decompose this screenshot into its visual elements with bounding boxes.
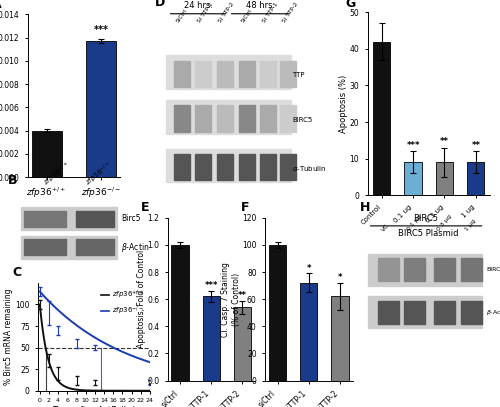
Bar (21, 236, 117, 259)
Bar (196, 61, 212, 87)
Text: Si TTP-1: Si TTP-1 (262, 1, 279, 23)
Bar (404, 258, 425, 281)
Bar (216, 154, 232, 180)
Bar (239, 61, 255, 87)
Bar (404, 162, 421, 195)
Text: E: E (142, 201, 150, 214)
Text: G: G (346, 0, 356, 10)
Bar (234, 307, 251, 381)
Text: Si TTP-1: Si TTP-1 (197, 1, 214, 23)
Text: D: D (154, 0, 164, 9)
Text: 1 μg: 1 μg (464, 219, 476, 232)
Text: $zfp36^{+/+}$: $zfp36^{+/+}$ (41, 159, 73, 189)
Bar (378, 258, 399, 281)
Text: Si TTP-2: Si TTP-2 (282, 1, 299, 23)
Bar (174, 61, 190, 87)
Text: A: A (0, 0, 2, 11)
X-axis label: Time after ActD (hr): Time after ActD (hr) (52, 406, 136, 407)
Text: **: ** (440, 137, 449, 146)
Text: $\beta$-Actin: $\beta$-Actin (486, 308, 500, 317)
Text: Si TTP-2: Si TTP-2 (218, 1, 236, 23)
Bar (461, 258, 482, 281)
Bar (196, 105, 212, 132)
Bar (216, 61, 232, 87)
Text: *: * (338, 273, 342, 282)
Text: VC: VC (380, 223, 390, 232)
Bar (239, 154, 255, 180)
Text: SiCtrl: SiCtrl (176, 7, 188, 23)
Bar (434, 258, 454, 281)
Text: BIRC5: BIRC5 (486, 267, 500, 272)
Bar (434, 301, 454, 324)
Bar (260, 61, 276, 87)
Bar (76, 239, 114, 255)
Bar (378, 301, 399, 324)
Bar (166, 149, 291, 182)
Text: B: B (8, 174, 18, 187)
Bar (467, 162, 484, 195)
Text: **: ** (238, 291, 247, 300)
Text: $\beta$-Actin: $\beta$-Actin (121, 241, 149, 254)
Bar (166, 55, 291, 89)
Bar (404, 301, 425, 324)
Bar (260, 154, 276, 180)
Text: SiCtrl: SiCtrl (240, 7, 254, 23)
Bar (239, 105, 255, 132)
Bar (280, 61, 296, 87)
Text: *: * (306, 264, 311, 273)
Text: F: F (240, 201, 249, 214)
Text: BIRC5: BIRC5 (414, 214, 438, 223)
Text: **: ** (472, 141, 480, 150)
Y-axis label: Cl. Casp. 7 Staining
(% of Control): Cl. Casp. 7 Staining (% of Control) (222, 262, 241, 337)
Bar (24, 239, 66, 255)
Bar (280, 105, 296, 132)
Y-axis label: Apoptosis, Fold of Control: Apoptosis, Fold of Control (136, 250, 145, 348)
Text: ***: *** (94, 25, 108, 35)
Text: 0.3 μg: 0.3 μg (436, 214, 453, 232)
Text: Birc5: Birc5 (121, 214, 140, 223)
Bar (260, 105, 276, 132)
Bar (373, 42, 390, 195)
Text: TTP: TTP (292, 72, 304, 78)
X-axis label: BIRC5 Plasmid: BIRC5 Plasmid (398, 229, 459, 238)
Legend: $zfp36^{+/+}$, $zfp36^{-/-}$: $zfp36^{+/+}$, $zfp36^{-/-}$ (98, 287, 146, 320)
Bar (172, 245, 188, 381)
Bar (202, 296, 220, 381)
Bar (21, 207, 117, 230)
Bar (368, 296, 482, 328)
Bar (24, 210, 66, 227)
Bar (269, 245, 286, 381)
Text: 24 hrs.: 24 hrs. (184, 1, 212, 10)
Text: BIRC5: BIRC5 (292, 116, 312, 123)
Bar (174, 105, 190, 132)
Text: ***: *** (406, 141, 420, 150)
Text: ***: *** (204, 281, 218, 290)
Bar (86, 41, 116, 177)
Text: 48 hrs.: 48 hrs. (246, 1, 275, 10)
Text: H: H (360, 201, 370, 214)
Y-axis label: % Birc5 mRNA remaining: % Birc5 mRNA remaining (4, 289, 13, 385)
Bar (32, 131, 62, 177)
Bar (174, 154, 190, 180)
Text: $\alpha$-Tubulin: $\alpha$-Tubulin (292, 164, 326, 173)
Bar (76, 210, 114, 227)
Bar (368, 254, 482, 286)
Bar (196, 154, 212, 180)
Text: $zfp36^{-/-}$: $zfp36^{-/-}$ (83, 159, 116, 189)
Text: C: C (13, 267, 22, 279)
Y-axis label: Apoptosis (%): Apoptosis (%) (339, 74, 348, 133)
Bar (280, 154, 296, 180)
Bar (436, 162, 453, 195)
Bar (300, 283, 318, 381)
Bar (332, 296, 348, 381)
Text: 0.1 μg: 0.1 μg (406, 214, 423, 232)
Bar (166, 100, 291, 133)
Bar (461, 301, 482, 324)
Bar (216, 105, 232, 132)
